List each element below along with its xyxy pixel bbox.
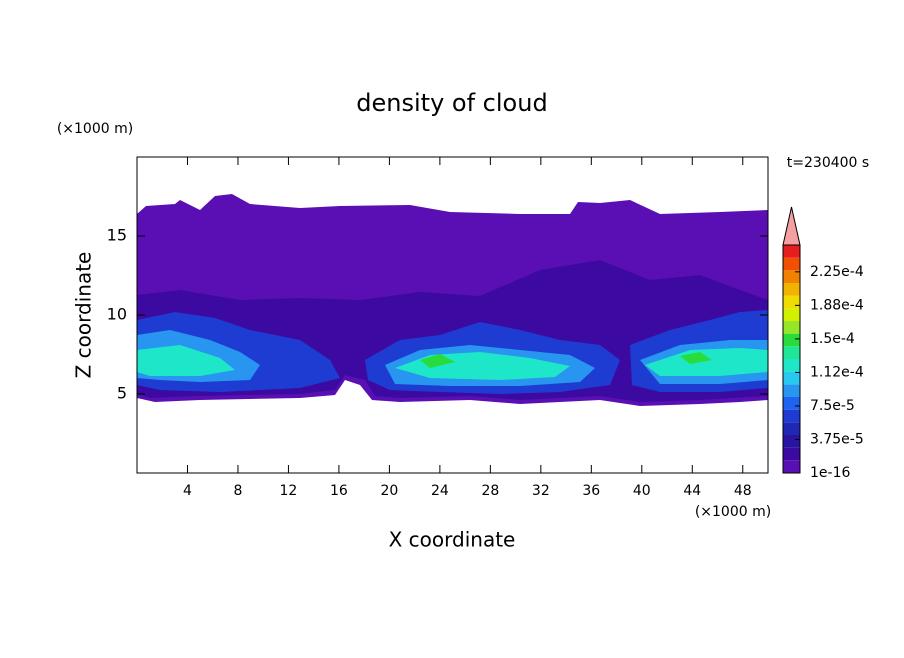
colorbar-tick-label: 1e-16: [810, 465, 850, 481]
colorbar-segment: [783, 460, 800, 473]
chart-title: density of cloud: [356, 89, 547, 117]
x-unit: (×1000 m): [695, 504, 771, 520]
y-tick-label: 10: [107, 305, 127, 324]
colorbar-segment: [783, 333, 800, 347]
cloud-field: [137, 194, 768, 406]
y-tick-label: 5: [117, 384, 127, 403]
colorbar-segment: [783, 295, 800, 309]
x-tick-label: 16: [330, 483, 348, 499]
colorbar-segment: [783, 371, 800, 385]
x-tick-label: 8: [233, 483, 242, 499]
colorbar-tick-label: 2.25e-4: [810, 264, 864, 280]
colorbar-segment: [783, 346, 800, 359]
colorbar-segment: [783, 283, 800, 296]
x-tick-label: 28: [481, 483, 499, 499]
x-tick-label: 36: [582, 483, 600, 499]
colorbar-tick-label: 1.12e-4: [810, 364, 864, 380]
colorbar-tick-label: 7.5e-5: [810, 398, 855, 414]
colorbar-segment: [783, 245, 800, 258]
colorbar-tick-label: 1.5e-4: [810, 331, 855, 347]
colorbar-segment: [783, 422, 800, 435]
x-tick-label: 48: [734, 483, 752, 499]
x-tick-label: 44: [683, 483, 701, 499]
colorbar-tick-label: 1.88e-4: [810, 297, 864, 313]
colorbar-segment: [783, 435, 800, 448]
colorbar-segment: [783, 409, 800, 423]
colorbar-segment: [783, 447, 800, 461]
x-tick-label: 20: [380, 483, 398, 499]
y-tick-label: 15: [107, 226, 127, 245]
colorbar-tick-label: 3.75e-5: [810, 431, 864, 447]
colorbar-segment: [783, 308, 800, 321]
colorbar-frame: [782, 244, 801, 474]
colorbar-segment: [783, 257, 800, 271]
y-axis-label: Z coordinate: [72, 252, 96, 379]
annotation: t=230400 s: [787, 155, 869, 171]
colorbar-segment: [783, 321, 800, 334]
x-tick-label: 12: [280, 483, 298, 499]
x-tick-label: 32: [532, 483, 550, 499]
x-tick-label: 24: [431, 483, 449, 499]
y-unit: (×1000 m): [57, 121, 133, 137]
x-tick-label: 40: [633, 483, 651, 499]
x-axis-label: X coordinate: [389, 528, 516, 552]
x-tick-label: 4: [183, 483, 192, 499]
colorbar-segment: [783, 270, 800, 283]
colorbar-segment: [783, 397, 800, 410]
colorbar-segment: [783, 359, 800, 372]
colorbar-segment: [783, 384, 800, 397]
